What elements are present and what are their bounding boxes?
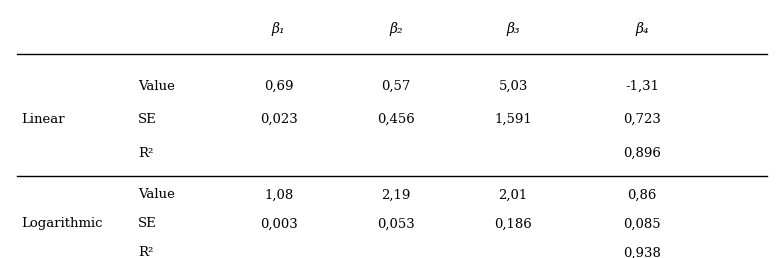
Text: 1,591: 1,591 [494,113,532,126]
Text: Value: Value [138,189,175,201]
Text: β₃: β₃ [506,22,520,36]
Text: -1,31: -1,31 [625,79,659,93]
Text: 0,186: 0,186 [494,217,532,230]
Text: 0,69: 0,69 [264,79,293,93]
Text: 2,01: 2,01 [499,189,528,201]
Text: 5,03: 5,03 [499,79,528,93]
Text: R²: R² [138,246,154,258]
Text: 0,456: 0,456 [377,113,415,126]
Text: R²: R² [138,147,154,160]
Text: SE: SE [138,217,157,230]
Text: β₂: β₂ [389,22,403,36]
Text: 0,938: 0,938 [623,246,661,258]
Text: 0,896: 0,896 [623,147,661,160]
Text: Linear: Linear [21,113,64,126]
Text: 0,723: 0,723 [623,113,661,126]
Text: 0,003: 0,003 [260,217,298,230]
Text: 0,023: 0,023 [260,113,298,126]
Text: Logarithmic: Logarithmic [21,217,103,230]
Text: 0,86: 0,86 [627,189,657,201]
Text: 0,57: 0,57 [381,79,411,93]
Text: SE: SE [138,113,157,126]
Text: β₁: β₁ [272,22,285,36]
Text: β₄: β₄ [635,22,649,36]
Text: Value: Value [138,79,175,93]
Text: 1,08: 1,08 [264,189,293,201]
Text: 0,085: 0,085 [623,217,661,230]
Text: 0,053: 0,053 [377,217,415,230]
Text: 2,19: 2,19 [381,189,411,201]
